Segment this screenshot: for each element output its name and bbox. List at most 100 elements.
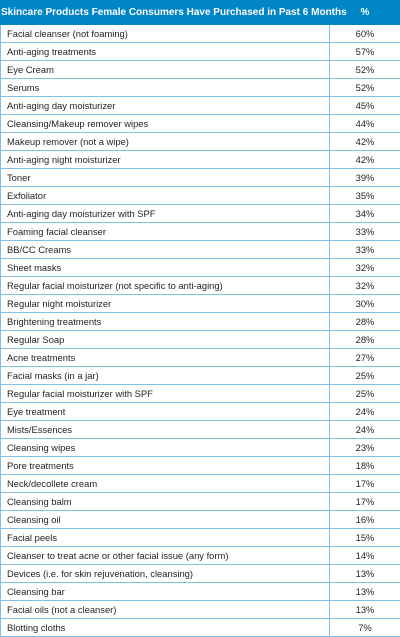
product-name-cell: Blotting cloths <box>1 619 330 637</box>
percent-cell: 52% <box>330 79 400 97</box>
product-name-cell: Anti-aging treatments <box>1 43 330 61</box>
product-name-cell: Eye Cream <box>1 61 330 79</box>
product-name-cell: Regular facial moisturizer (not specific… <box>1 277 330 295</box>
table-row: Facial cleanser (not foaming)60% <box>1 25 400 43</box>
percent-cell: 45% <box>330 97 400 115</box>
percent-cell: 33% <box>330 241 400 259</box>
product-name-cell: Regular facial moisturizer with SPF <box>1 385 330 403</box>
product-name-cell: Makeup remover (not a wipe) <box>1 133 330 151</box>
percent-cell: 17% <box>330 475 400 493</box>
product-name-cell: Anti-aging night moisturizer <box>1 151 330 169</box>
percent-cell: 7% <box>330 619 400 637</box>
table-row: Facial masks (in a jar)25% <box>1 367 400 385</box>
percent-cell: 13% <box>330 601 400 619</box>
table-row: Cleanser to treat acne or other facial i… <box>1 547 400 565</box>
header-row: Skincare Products Female Consumers Have … <box>1 1 400 25</box>
product-name-cell: Facial oils (not a cleanser) <box>1 601 330 619</box>
product-name-cell: Brightening treatments <box>1 313 330 331</box>
product-name-cell: Cleansing oil <box>1 511 330 529</box>
product-name-cell: Anti-aging day moisturizer with SPF <box>1 205 330 223</box>
percent-cell: 32% <box>330 259 400 277</box>
product-name-cell: Regular night moisturizer <box>1 295 330 313</box>
product-name-cell: Cleansing wipes <box>1 439 330 457</box>
percent-cell: 24% <box>330 403 400 421</box>
percent-cell: 57% <box>330 43 400 61</box>
column-header-product: Skincare Products Female Consumers Have … <box>1 1 330 25</box>
product-name-cell: Facial cleanser (not foaming) <box>1 25 330 43</box>
product-name-cell: Regular Soap <box>1 331 330 349</box>
product-name-cell: Neck/decollete cream <box>1 475 330 493</box>
product-name-cell: BB/CC Creams <box>1 241 330 259</box>
product-name-cell: Cleanser to treat acne or other facial i… <box>1 547 330 565</box>
percent-cell: 34% <box>330 205 400 223</box>
table-row: Makeup remover (not a wipe)42% <box>1 133 400 151</box>
product-name-cell: Toner <box>1 169 330 187</box>
percent-cell: 42% <box>330 133 400 151</box>
percent-cell: 13% <box>330 565 400 583</box>
percent-cell: 13% <box>330 583 400 601</box>
percent-cell: 18% <box>330 457 400 475</box>
percent-cell: 42% <box>330 151 400 169</box>
product-name-cell: Exfoliator <box>1 187 330 205</box>
percent-cell: 24% <box>330 421 400 439</box>
product-name-cell: Anti-aging day moisturizer <box>1 97 330 115</box>
percent-cell: 25% <box>330 385 400 403</box>
product-name-cell: Serums <box>1 79 330 97</box>
percent-cell: 23% <box>330 439 400 457</box>
percent-cell: 28% <box>330 331 400 349</box>
percent-cell: 35% <box>330 187 400 205</box>
product-name-cell: Pore treatments <box>1 457 330 475</box>
product-name-cell: Cleansing/Makeup remover wipes <box>1 115 330 133</box>
percent-cell: 28% <box>330 313 400 331</box>
percent-cell: 52% <box>330 61 400 79</box>
product-name-cell: Cleansing balm <box>1 493 330 511</box>
product-name-cell: Devices (i.e. for skin rejuvenation, cle… <box>1 565 330 583</box>
percent-cell: 32% <box>330 277 400 295</box>
product-name-cell: Eye treatment <box>1 403 330 421</box>
table-body: Facial cleanser (not foaming)60%Anti-agi… <box>1 25 400 637</box>
table-row: Devices (i.e. for skin rejuvenation, cle… <box>1 565 400 583</box>
table-row: Facial oils (not a cleanser)13% <box>1 601 400 619</box>
product-name-cell: Facial masks (in a jar) <box>1 367 330 385</box>
percent-cell: 44% <box>330 115 400 133</box>
percent-cell: 27% <box>330 349 400 367</box>
percent-cell: 60% <box>330 25 400 43</box>
percent-cell: 15% <box>330 529 400 547</box>
product-name-cell: Sheet masks <box>1 259 330 277</box>
product-name-cell: Mists/Essences <box>1 421 330 439</box>
percent-cell: 30% <box>330 295 400 313</box>
percent-cell: 33% <box>330 223 400 241</box>
percent-cell: 39% <box>330 169 400 187</box>
product-name-cell: Facial peels <box>1 529 330 547</box>
percent-cell: 25% <box>330 367 400 385</box>
percent-cell: 14% <box>330 547 400 565</box>
product-name-cell: Cleansing bar <box>1 583 330 601</box>
product-name-cell: Foaming facial cleanser <box>1 223 330 241</box>
